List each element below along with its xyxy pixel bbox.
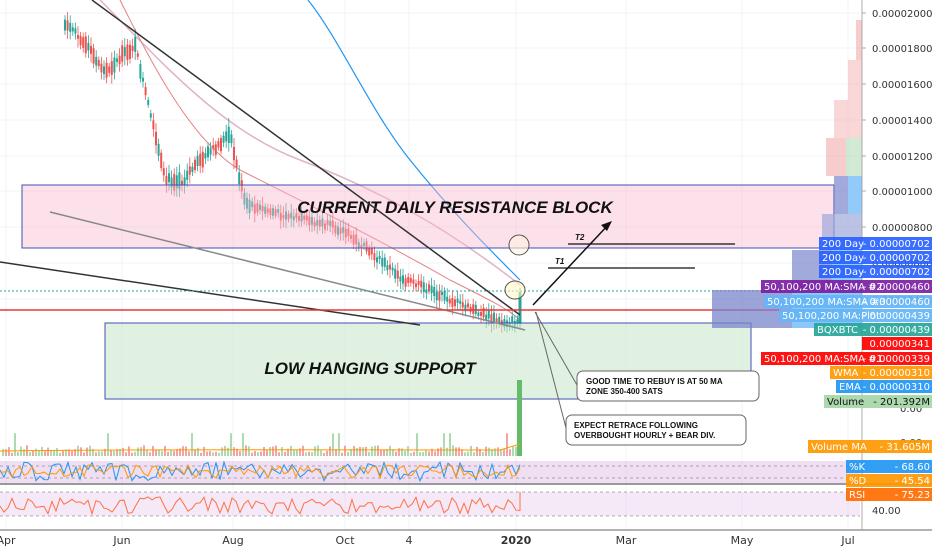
- y-tick-label: 0.00000800: [872, 223, 932, 234]
- price-tag[interactable]: Volume - 201.392M: [824, 395, 932, 408]
- price-tag-value: - 31.605M: [880, 442, 930, 453]
- price-tag-name: 50,100,200 MA:SMA #2: [764, 282, 883, 293]
- price-tag-name: Volume: [827, 397, 864, 408]
- y-tick-label: 0.00001200: [872, 152, 932, 163]
- y-tick-label: 0.00001600: [872, 80, 932, 91]
- price-tag-value: - 0.00000702: [863, 267, 930, 278]
- price-tag-value: - 201.392M: [873, 397, 930, 408]
- price-tag-name: Volume MA: [811, 442, 867, 453]
- x-tick-label: 2020: [501, 534, 532, 547]
- price-tag-value: 0.00000341: [870, 339, 930, 350]
- callout-line-rebuy: [534, 311, 578, 386]
- resistance-block[interactable]: [21, 184, 835, 249]
- target-arrow[interactable]: [532, 222, 611, 306]
- price-tag[interactable]: 50,100,200 MA:Plot- 0.00000439: [779, 309, 932, 322]
- volume-tick-label: 0.00: [900, 404, 922, 415]
- price-tag-value: - 0.00000702: [863, 253, 930, 264]
- price-tag-value: - 0.00000460: [863, 282, 930, 293]
- price-tag[interactable]: RSI - 75.23: [846, 488, 932, 501]
- price-tag-value: - 0.00000339: [863, 354, 930, 365]
- price-tag-name: BQXBTC: [817, 325, 858, 336]
- price-tag[interactable]: %D - 45.54: [846, 474, 932, 487]
- price-tag-value: - 75.23: [895, 490, 930, 501]
- price-tag-name: %D: [849, 476, 867, 487]
- ma-100-line: [99, 0, 521, 286]
- t1-label: T1: [555, 257, 565, 266]
- price-tag[interactable]: 200 Day- 0.00000702: [819, 251, 932, 264]
- price-tag-name: %K: [849, 462, 866, 473]
- rsi-panel: [0, 492, 860, 516]
- y-tick-label: 0.00001800: [872, 44, 932, 55]
- target-circle[interactable]: [508, 234, 530, 256]
- stoch-d-line: [0, 463, 521, 480]
- price-tag-name: 200 Day: [822, 239, 864, 250]
- x-tick-label: Mar: [616, 534, 637, 547]
- price-tag-name: 200 Day: [822, 253, 864, 264]
- price-tag-name: WMA: [833, 368, 859, 379]
- support-trendline[interactable]: [0, 261, 421, 326]
- price-tag[interactable]: %K - 68.60: [846, 460, 932, 473]
- x-tick-label: Oct: [335, 534, 355, 547]
- price-tag-value: - 68.60: [895, 462, 930, 473]
- price-tag-value: - 0.00000702: [863, 239, 930, 250]
- rsi-tick-label: 40.00: [872, 506, 901, 517]
- x-tick-label: Aug: [222, 534, 243, 547]
- y-tick-label: 0.00001000: [872, 187, 932, 198]
- x-tick-label: 4: [406, 534, 413, 547]
- resistance-label: CURRENT DAILY RESISTANCE BLOCK: [297, 198, 614, 217]
- volume-bars: [0, 380, 522, 456]
- arrow-head-icon: [601, 221, 612, 231]
- rsi-line: [0, 492, 521, 516]
- price-tag-value: - 0.00000439: [863, 311, 930, 322]
- ma-50-line: [119, 0, 521, 321]
- x-tick-label: Jun: [112, 534, 130, 547]
- note-rebuy-line2: ZONE 350-400 SATS: [586, 387, 663, 396]
- note-retrace-line2: OVERBOUGHT HOURLY + BEAR DIV.: [574, 431, 715, 440]
- x-tick-label: Jul: [840, 534, 854, 547]
- price-tag-name: RSI: [849, 490, 865, 501]
- y-tick-label: 0.00000600: [872, 259, 932, 270]
- note-rebuy-line1: GOOD TIME TO REBUY IS AT 50 MA: [586, 377, 723, 386]
- price-tag[interactable]: 0.00000341: [862, 337, 932, 350]
- downtrend-line-upper[interactable]: [91, 0, 521, 316]
- x-tick-label: May: [731, 534, 754, 547]
- x-tick-label: Apr: [0, 534, 16, 547]
- price-tag-name: 50,100,200 MA:SMA #1: [764, 354, 883, 365]
- price-tag-value: - 0.00000460: [863, 297, 930, 308]
- price-tag-value: - 0.00000439: [863, 325, 930, 336]
- t2-label: T2: [575, 233, 585, 242]
- price-tag-value: - 0.00000310: [863, 382, 930, 393]
- price-tag[interactable]: 200 Day- 0.00000702: [819, 265, 932, 278]
- price-tag[interactable]: BQXBTC - 0.00000439: [814, 323, 932, 336]
- price-tag-value: - 0.00000310: [863, 368, 930, 379]
- note-rebuy[interactable]: [576, 370, 760, 402]
- price-tag[interactable]: 200 Day- 0.00000702: [819, 237, 932, 250]
- price-tag-value: - 45.54: [895, 476, 930, 487]
- callout-line-retrace: [535, 311, 567, 429]
- time-axis: Apr Jun Aug Oct 4 2020 Mar May Jul: [0, 534, 855, 547]
- price-tag[interactable]: WMA - 0.00000310: [830, 366, 932, 379]
- price-tag[interactable]: 50,100,200 MA:SMA #2- 0.00000460: [761, 280, 932, 293]
- price-tag-name: EMA: [839, 382, 861, 393]
- note-retrace-line1: EXPECT RETRACE FOLLOWING: [574, 421, 698, 430]
- note-retrace[interactable]: [565, 414, 747, 446]
- price-circle[interactable]: [504, 280, 526, 300]
- price-tag-name: 50,100,200 MA:SMA #3: [767, 297, 886, 308]
- support-label: LOW HANGING SUPPORT: [264, 359, 477, 378]
- price-tag[interactable]: 50,100,200 MA:SMA #3- 0.00000460: [764, 295, 932, 308]
- y-tick-label: 0.00002000: [872, 9, 932, 20]
- price-tag[interactable]: 50,100,200 MA:SMA #1- 0.00000339: [761, 352, 932, 365]
- price-tag[interactable]: EMA - 0.00000310: [836, 380, 932, 393]
- y-tick-label: 0.00001400: [872, 116, 932, 127]
- price-tag[interactable]: Volume MA - 31.605M: [808, 440, 932, 453]
- price-tag-name: 50,100,200 MA:Plot: [782, 311, 880, 322]
- price-tag-name: 200 Day: [822, 267, 864, 278]
